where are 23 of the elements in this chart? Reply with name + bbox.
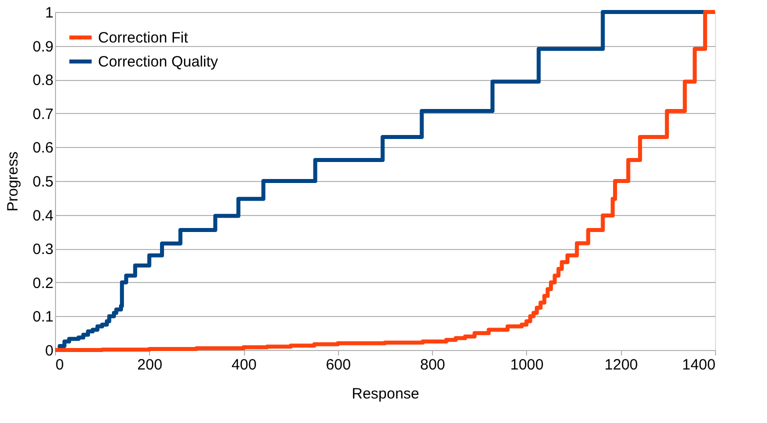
y-tick-label: 0.9 [32, 38, 54, 56]
y-tick-label: 0.7 [32, 106, 54, 123]
y-tick-label: 1 [45, 4, 54, 22]
y-tick-label: 0.8 [32, 72, 54, 90]
x-tick-label: 200 [137, 356, 162, 374]
y-tick-label: 0.5 [32, 174, 54, 190]
x-tick-label: 800 [420, 356, 446, 374]
y-tick-label: 0.6 [32, 140, 54, 157]
x-tick-label: 1200 [604, 356, 638, 374]
y-tick-label: 0.4 [32, 207, 54, 224]
y-tick-label: 0 [45, 342, 54, 360]
x-tick-label: 400 [232, 356, 257, 374]
y-tick-label: 0.3 [32, 241, 54, 258]
x-tick-label: 0 [56, 356, 64, 374]
y-axis-title: Progress [4, 151, 22, 212]
x-axis-title: Response [352, 386, 420, 402]
y-tick-label: 0.2 [32, 274, 54, 292]
legend-label: Correction Quality [98, 54, 219, 70]
y-tick-label: 0.1 [32, 308, 54, 326]
x-tick-label: 600 [326, 356, 351, 374]
legend-label: Correction Fit [98, 30, 189, 46]
x-tick-label: 1000 [510, 356, 544, 374]
x-tick-label: 1400 [682, 356, 716, 374]
